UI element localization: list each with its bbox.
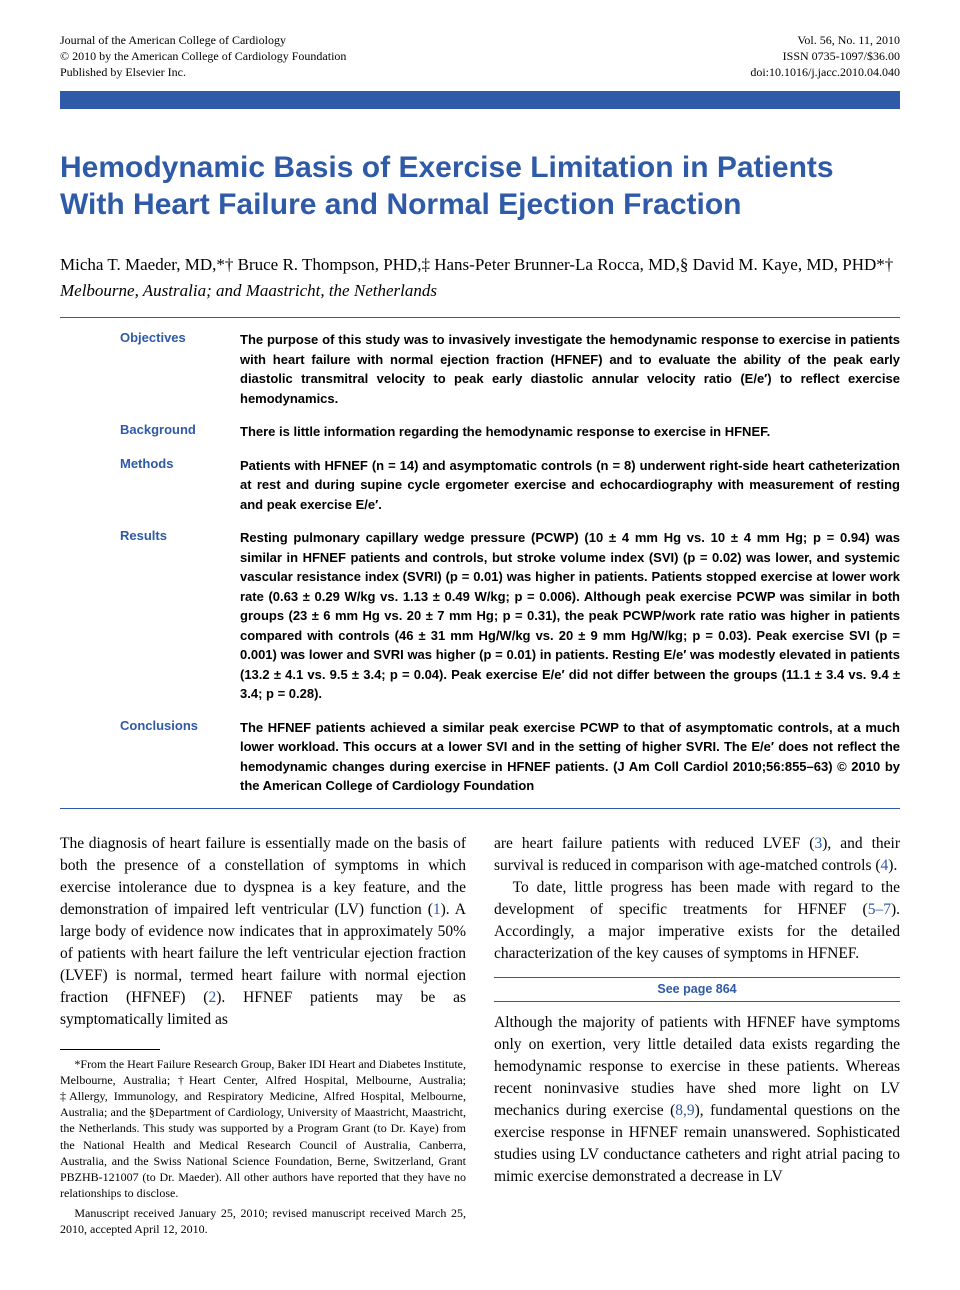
copyright-line: © 2010 by the American College of Cardio… — [60, 48, 346, 64]
abstract-label-objectives: Objectives — [120, 330, 240, 408]
column-right: are heart failure patients with reduced … — [494, 833, 900, 1238]
footnote-separator — [60, 1049, 160, 1050]
affiliations: Melbourne, Australia; and Maastricht, th… — [60, 281, 900, 301]
body-paragraph: To date, little progress has been made w… — [494, 877, 900, 965]
abstract-text-conclusions: The HFNEF patients achieved a similar pe… — [240, 718, 900, 796]
affiliation-footnote: *From the Heart Failure Research Group, … — [60, 1056, 466, 1202]
article-title: Hemodynamic Basis of Exercise Limitation… — [60, 149, 900, 224]
running-header: Journal of the American College of Cardi… — [60, 32, 900, 81]
volume-issue: Vol. 56, No. 11, 2010 — [750, 32, 900, 48]
abstract-text-results: Resting pulmonary capillary wedge pressu… — [240, 528, 900, 704]
body-text: are heart failure patients with reduced … — [494, 835, 814, 852]
body-text: The diagnosis of heart failure is essent… — [60, 835, 466, 918]
abstract-background-row: Background There is little information r… — [120, 422, 900, 442]
abstract-results-row: Results Resting pulmonary capillary wedg… — [120, 528, 900, 704]
journal-page: Journal of the American College of Cardi… — [0, 0, 960, 1278]
abstract-label-results: Results — [120, 528, 240, 704]
body-columns: The diagnosis of heart failure is essent… — [60, 833, 900, 1238]
citation-link[interactable]: 8,9 — [675, 1102, 694, 1119]
header-right: Vol. 56, No. 11, 2010 ISSN 0735-1097/$36… — [750, 32, 900, 81]
abstract-label-background: Background — [120, 422, 240, 442]
body-paragraph: The diagnosis of heart failure is essent… — [60, 833, 466, 1031]
abstract-methods-row: Methods Patients with HFNEF (n = 14) and… — [120, 456, 900, 515]
footnote-text: *From the Heart Failure Research Group, … — [60, 1056, 466, 1202]
issn-line: ISSN 0735-1097/$36.00 — [750, 48, 900, 64]
manuscript-dates-footnote: Manuscript received January 25, 2010; re… — [60, 1205, 466, 1237]
section-bar — [60, 91, 900, 109]
doi-line: doi:10.1016/j.jacc.2010.04.040 — [750, 64, 900, 80]
abstract-label-methods: Methods — [120, 456, 240, 515]
body-text: ). — [888, 857, 897, 874]
header-left: Journal of the American College of Cardi… — [60, 32, 346, 81]
body-paragraph: Although the majority of patients with H… — [494, 1012, 900, 1188]
author-list: Micha T. Maeder, MD,*† Bruce R. Thompson… — [60, 252, 900, 278]
see-page-callout[interactable]: See page 864 — [494, 977, 900, 1003]
structured-abstract: Objectives The purpose of this study was… — [60, 318, 900, 808]
citation-link[interactable]: 5–7 — [868, 901, 891, 918]
abstract-text-methods: Patients with HFNEF (n = 14) and asympto… — [240, 456, 900, 515]
abstract-conclusions-row: Conclusions The HFNEF patients achieved … — [120, 718, 900, 796]
abstract-text-background: There is little information regarding th… — [240, 422, 900, 442]
abstract-objectives-row: Objectives The purpose of this study was… — [120, 330, 900, 408]
body-text: To date, little progress has been made w… — [494, 879, 900, 918]
rule-bottom — [60, 808, 900, 809]
publisher-line: Published by Elsevier Inc. — [60, 64, 346, 80]
abstract-text-objectives: The purpose of this study was to invasiv… — [240, 330, 900, 408]
journal-name: Journal of the American College of Cardi… — [60, 32, 346, 48]
abstract-label-conclusions: Conclusions — [120, 718, 240, 796]
column-left: The diagnosis of heart failure is essent… — [60, 833, 466, 1238]
citation-link[interactable]: 1 — [433, 901, 441, 918]
body-paragraph: are heart failure patients with reduced … — [494, 833, 900, 877]
footnote-text: Manuscript received January 25, 2010; re… — [60, 1205, 466, 1237]
